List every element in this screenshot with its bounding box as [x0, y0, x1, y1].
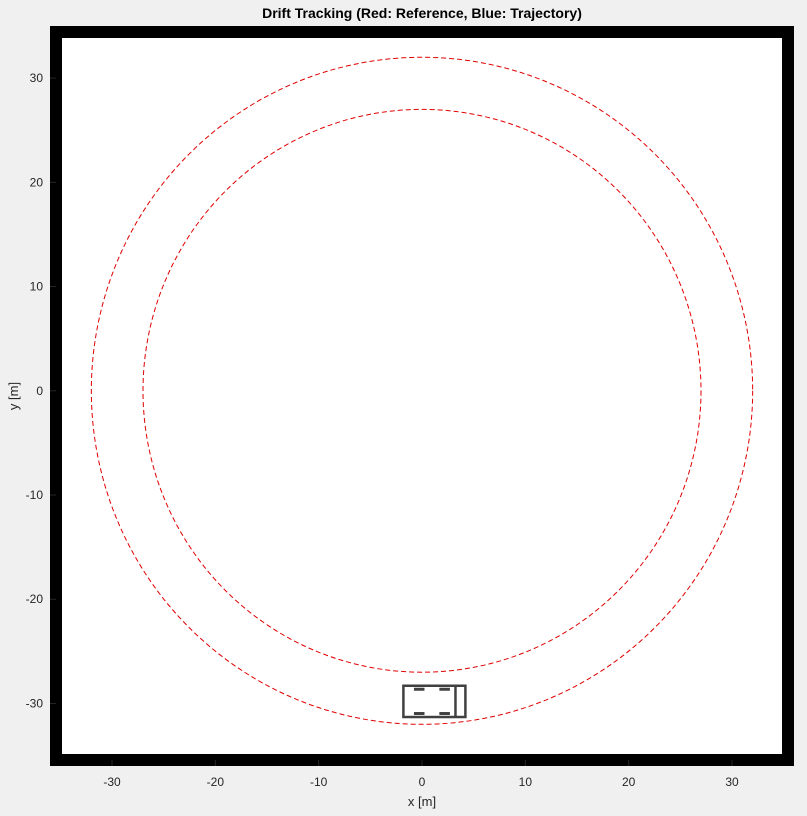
chart-title: Drift Tracking (Red: Reference, Blue: Tr…	[262, 5, 582, 21]
x-tick-label: 30	[725, 775, 739, 789]
axes-background	[50, 26, 794, 766]
y-tick-label: -30	[26, 696, 44, 710]
y-tick-label: 10	[30, 280, 44, 294]
reference-circle-outer	[90, 56, 754, 725]
y-tick-label: 30	[30, 71, 44, 85]
tick-layer: -30 -20 -10 0 10 20 30 -30 -20 -10 0 10 20 30	[26, 71, 739, 789]
x-axis-label: x [m]	[408, 794, 436, 809]
x-tick-label: 20	[622, 775, 636, 789]
y-axis-label: y [m]	[6, 382, 21, 410]
y-tick-label: -20	[26, 592, 44, 606]
x-tick-label: 10	[519, 775, 533, 789]
x-tick-label: -30	[103, 775, 121, 789]
y-tick-label: 20	[30, 175, 44, 189]
vehicle-body	[402, 684, 467, 719]
vehicle-layer	[402, 684, 467, 719]
reference-circle-inner	[142, 108, 702, 673]
y-tick-label: 0	[36, 384, 43, 398]
x-tick-label: -10	[310, 775, 328, 789]
x-tick-label: -20	[207, 775, 225, 789]
y-tick-label: -10	[26, 488, 44, 502]
reference-layer	[90, 56, 754, 725]
x-tick-label: 0	[419, 775, 426, 789]
